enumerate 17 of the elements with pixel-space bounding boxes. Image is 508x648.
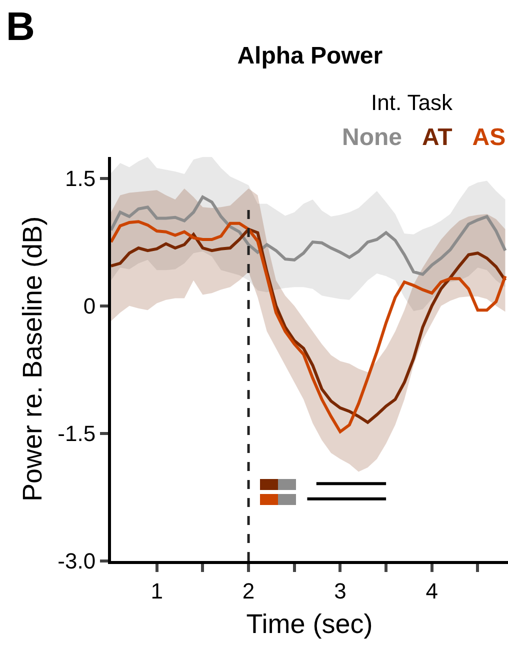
text: None: [342, 124, 402, 151]
text: AS: [472, 124, 506, 151]
chart-title: Alpha Power: [237, 42, 383, 70]
y-tick-label: -3.0: [58, 548, 96, 574]
y-tick-label: 1.5: [65, 166, 96, 191]
y-tick-label: -1.5: [58, 421, 96, 446]
y-tick-label: 0: [83, 294, 96, 319]
x-tick-label: 4: [426, 578, 438, 604]
legend-title: Int. Task: [371, 90, 454, 115]
x-tick-label: 1: [150, 578, 163, 604]
y-axis-title: Power re. Baseline (dB): [18, 216, 48, 502]
line-series: [111, 195, 507, 276]
text: B: [6, 5, 35, 49]
text: AT: [422, 124, 453, 151]
x-tick-label: 3: [334, 578, 346, 604]
x-axis-title: Time (sec): [246, 608, 373, 639]
x-tick-label: 2: [242, 578, 255, 604]
